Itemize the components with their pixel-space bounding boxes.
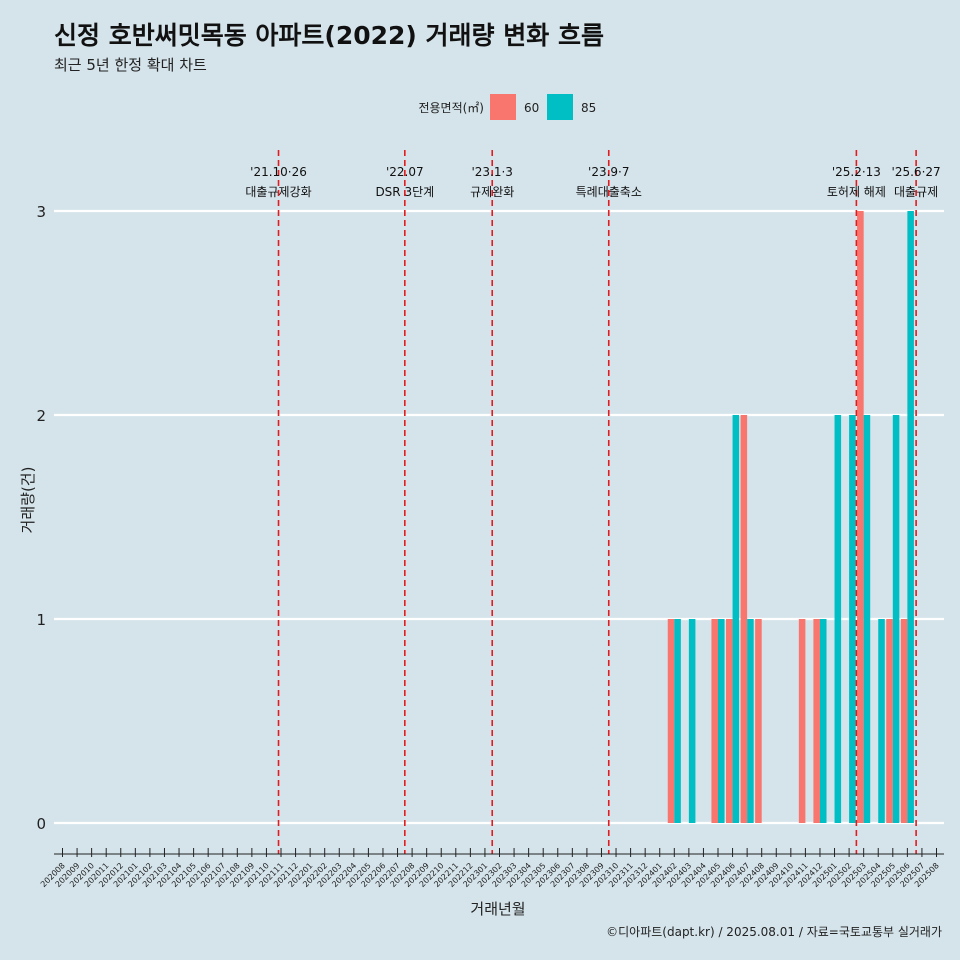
y-tick-label: 1 (36, 611, 46, 629)
event-lines: '21.10·26 대출규제강화 '22.07 DSR 3단계 '23.1·3 규제완화 '… (245, 150, 941, 854)
x-axis-title: 거래년월 (470, 900, 525, 918)
bar-85-202503 (863, 415, 871, 823)
event-label: 규제완화 (470, 185, 514, 199)
grid: 0 1 2 3 (36, 203, 944, 833)
bar-60-202412 (813, 619, 820, 823)
y-axis-title: 거래량(건) (19, 467, 37, 534)
legend-label-85: 85 (581, 101, 596, 115)
event-label: DSR 3단계 (375, 185, 434, 199)
bar-60-202408 (755, 619, 762, 823)
bar-85-202403 (688, 619, 696, 823)
bar-85-202501 (834, 415, 842, 823)
y-tick-label: 2 (36, 407, 46, 425)
x-axis: 2020082020092020102020112020122021012021… (39, 848, 944, 889)
legend-title: 전용면적(㎡) (418, 101, 484, 115)
event-date: '23.1·3 (471, 165, 512, 179)
bar-60-202402 (667, 619, 675, 823)
bar-60-202405 (711, 619, 718, 823)
bar-85-202405 (718, 619, 725, 823)
event-date: '25.6·27 (892, 165, 941, 179)
event-date: '25.2·13 (832, 165, 881, 179)
bar-60-202407 (740, 415, 748, 823)
bar-85-202402 (674, 619, 681, 823)
event-label: 대출규제강화 (245, 185, 311, 199)
bar-85-202412 (819, 619, 827, 823)
bar-85-202502 (849, 415, 856, 823)
event-date: '23.9·7 (588, 165, 629, 179)
bar-85-202407 (747, 619, 754, 823)
bar-60-202406 (726, 619, 733, 823)
event-label: 대출규제 (894, 185, 938, 199)
event-date: '22.07 (386, 165, 424, 179)
bar-60-202506 (900, 619, 908, 823)
caption: ©디아파트(dapt.kr) / 2025.08.01 / 자료=국토교통부 실… (606, 925, 942, 939)
y-tick-label: 0 (36, 815, 46, 833)
legend-swatch-60 (490, 94, 516, 120)
event-label: 특례대출축소 (576, 185, 642, 199)
bar-85-202505 (892, 415, 900, 823)
event-date: '21.10·26 (250, 165, 307, 179)
bar-85-202504 (878, 619, 885, 823)
legend-swatch-85 (547, 94, 573, 120)
bar-85-202506 (907, 211, 914, 823)
chart-subtitle: 최근 5년 한정 확대 차트 (54, 56, 207, 74)
legend: 전용면적(㎡) 60 85 (418, 94, 596, 120)
bar-60-202503 (857, 211, 864, 823)
bar-60-202505 (886, 619, 893, 823)
chart-title: 신정 호반써밋목동 아파트(2022) 거래량 변화 흐름 (54, 21, 604, 50)
bar-60-202411 (798, 619, 806, 823)
legend-label-60: 60 (524, 101, 539, 115)
bar-85-202406 (732, 415, 740, 823)
event-label: 토허제 해제 (827, 185, 886, 199)
bars (667, 211, 914, 823)
y-tick-label: 3 (36, 203, 46, 221)
